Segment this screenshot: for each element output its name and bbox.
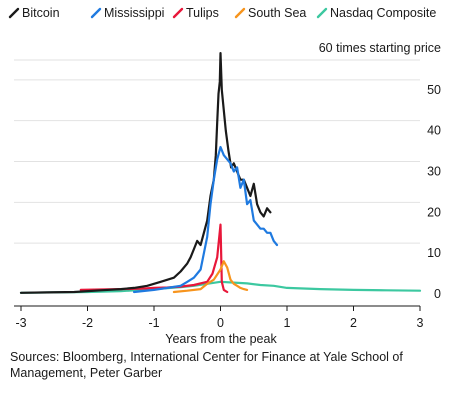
- legend-swatch: [90, 7, 102, 19]
- x-tick-label: 3: [417, 316, 424, 330]
- legend-label: Nasdaq Composite: [330, 6, 436, 20]
- source-note: Sources: Bloomberg, International Center…: [10, 350, 403, 380]
- x-axis-label: Years from the peak: [165, 332, 277, 346]
- legend-label: South Sea: [248, 6, 306, 20]
- legend-label: Mississippi: [104, 6, 164, 20]
- y-tick-label: 0: [434, 287, 441, 301]
- x-tick-label: 2: [350, 316, 357, 330]
- series-line: [19, 280, 422, 294]
- legend-item: Mississippi: [90, 6, 164, 20]
- y-tick-label: 10: [427, 246, 441, 260]
- legend-label: Bitcoin: [22, 6, 60, 20]
- x-tick-label: -2: [82, 316, 93, 330]
- legend-swatch: [234, 7, 246, 19]
- series-line: [172, 260, 249, 294]
- legend-item: Tulips: [172, 6, 219, 20]
- y-tick-labels: 0 10 20 30 40 50: [427, 83, 441, 301]
- x-tick-label: 0: [217, 316, 224, 330]
- x-tick-label: 1: [284, 316, 291, 330]
- x-tick-label: -1: [148, 316, 159, 330]
- x-tick-group: -3 -2 -1 0 1 2 3: [15, 306, 424, 330]
- series-group: [19, 51, 422, 294]
- y-tick-label: 40: [427, 124, 441, 138]
- y-tick-label: 50: [427, 83, 441, 97]
- y-tick-label: 20: [427, 205, 441, 219]
- x-tick-label: -3: [15, 316, 26, 330]
- series-line: [133, 145, 279, 294]
- series-line: [79, 223, 229, 294]
- legend-swatch: [172, 7, 184, 19]
- unit-note: 60 times starting price: [319, 41, 441, 55]
- legend-label: Tulips: [186, 6, 219, 20]
- legend-swatch: [316, 7, 328, 19]
- legend: Bitcoin Mississippi Tulips South Sea Nasdaq …: [8, 6, 436, 20]
- y-tick-label: 30: [427, 165, 441, 179]
- legend-item: Nasdaq Composite: [316, 6, 436, 20]
- legend-item: Bitcoin: [8, 6, 60, 20]
- legend-swatch: [8, 7, 20, 19]
- series-line: [19, 51, 272, 294]
- legend-item: South Sea: [234, 6, 306, 20]
